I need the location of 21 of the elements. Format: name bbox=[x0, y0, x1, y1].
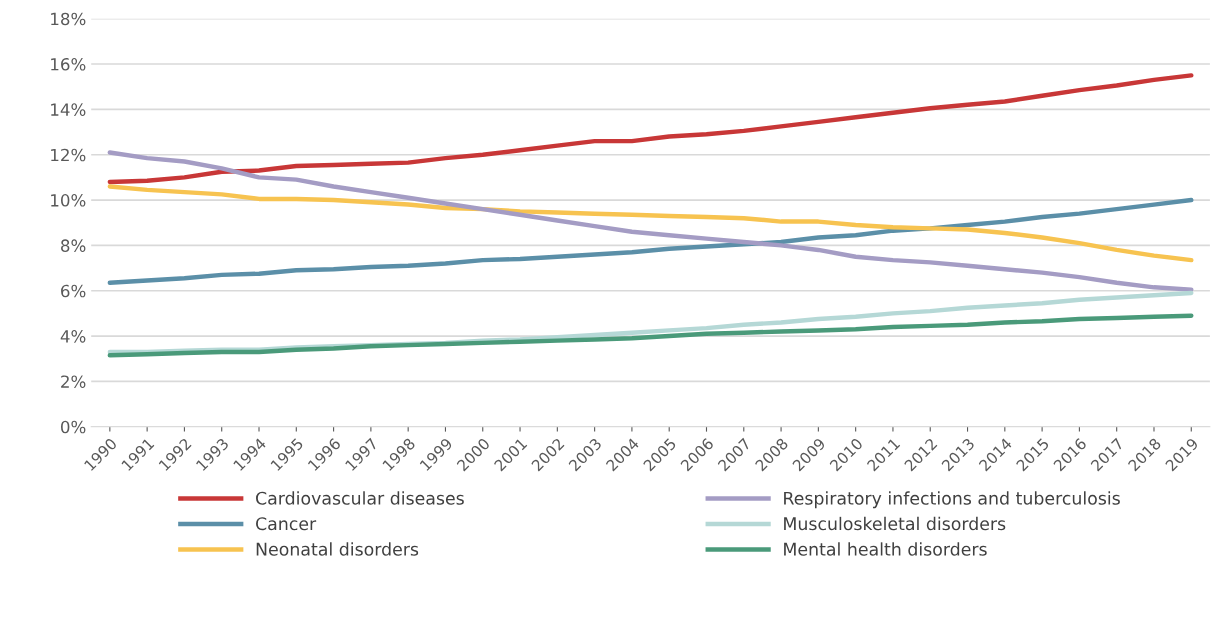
y-tick-label: 8% bbox=[61, 239, 86, 252]
y-tick-label: 4% bbox=[60, 330, 86, 343]
y-tick-label: 18% bbox=[51, 12, 86, 26]
y-tick-label: 14% bbox=[51, 103, 86, 116]
y-tick-label: 0% bbox=[61, 420, 86, 434]
y-tick-label: 6% bbox=[61, 284, 86, 298]
legend-label: Mental health disorders bbox=[784, 542, 987, 556]
line-series bbox=[107, 197, 1194, 286]
y-tick-label: 2% bbox=[61, 375, 86, 388]
line-series bbox=[107, 313, 1194, 358]
legend-label: Musculoskeletal disorders bbox=[784, 516, 1006, 531]
legend-label: Neonatal disorders bbox=[256, 542, 419, 556]
legend-label: Cardiovascular diseases bbox=[256, 491, 464, 505]
line-series bbox=[107, 184, 1194, 263]
y-tick-label: 10% bbox=[51, 194, 86, 207]
y-tick-label: 16% bbox=[51, 57, 86, 71]
legend-label: Respiratory infections and tuberculosis bbox=[784, 491, 1120, 509]
legend-label: Cancer bbox=[256, 517, 317, 531]
y-tick-label: 12% bbox=[51, 148, 86, 162]
line-series bbox=[107, 150, 1194, 292]
line-series bbox=[107, 73, 1194, 185]
